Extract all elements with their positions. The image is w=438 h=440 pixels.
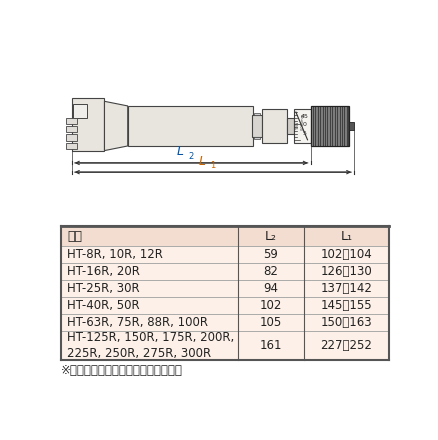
Text: 137～142: 137～142: [320, 282, 371, 295]
Bar: [254, 113, 260, 115]
Text: L: L: [176, 145, 183, 158]
Text: HT-16R, 20R: HT-16R, 20R: [67, 265, 140, 278]
Text: 94: 94: [263, 282, 278, 295]
Text: 59: 59: [263, 248, 278, 261]
Bar: [66, 126, 76, 132]
Text: 150～163: 150～163: [320, 316, 371, 329]
Text: HT-8R, 10R, 12R: HT-8R, 10R, 12R: [67, 248, 163, 261]
Text: 1: 1: [209, 161, 215, 170]
Text: ※測定範囲により外観が異なります。: ※測定範囲により外観が異なります。: [61, 364, 183, 377]
Text: 102～104: 102～104: [320, 248, 371, 261]
Text: 102: 102: [259, 299, 282, 312]
Text: HT-125R, 150R, 175R, 200R,
225R, 250R, 275R, 300R: HT-125R, 150R, 175R, 200R, 225R, 250R, 2…: [67, 331, 234, 360]
Text: HT-63R, 75R, 88R, 100R: HT-63R, 75R, 88R, 100R: [67, 316, 208, 329]
Text: 2: 2: [188, 152, 193, 161]
Text: 符号: 符号: [67, 230, 82, 242]
Text: L₁: L₁: [339, 230, 351, 242]
Text: 105: 105: [259, 316, 281, 329]
Bar: [349, 122, 353, 130]
Bar: [66, 118, 76, 125]
Bar: [310, 106, 349, 146]
Text: 82: 82: [263, 265, 278, 278]
Bar: [73, 104, 87, 118]
Bar: [61, 331, 388, 360]
Text: 161: 161: [259, 339, 282, 352]
Bar: [61, 226, 388, 246]
Bar: [254, 137, 260, 139]
Text: 45: 45: [300, 114, 307, 119]
Bar: [61, 246, 388, 263]
Bar: [261, 109, 287, 143]
Text: TDW
0.005mm: TDW 0.005mm: [295, 113, 304, 130]
Text: L₂: L₂: [264, 230, 276, 242]
Bar: [61, 314, 388, 331]
Bar: [127, 106, 252, 146]
Text: HT-25R, 30R: HT-25R, 30R: [67, 282, 140, 295]
Text: 126～130: 126～130: [320, 265, 371, 278]
Bar: [287, 118, 293, 134]
Bar: [252, 115, 261, 137]
Bar: [66, 135, 76, 141]
Polygon shape: [104, 101, 127, 150]
Bar: [66, 143, 76, 149]
Text: L: L: [198, 154, 205, 168]
Text: 5: 5: [302, 131, 306, 136]
Text: 0: 0: [302, 122, 306, 127]
Bar: [61, 297, 388, 314]
Bar: [61, 280, 388, 297]
Text: 227～252: 227～252: [320, 339, 371, 352]
Text: 145～155: 145～155: [320, 299, 371, 312]
Bar: [293, 109, 310, 143]
Text: HT-40R, 50R: HT-40R, 50R: [67, 299, 140, 312]
Bar: [61, 263, 388, 280]
Bar: [72, 98, 104, 150]
